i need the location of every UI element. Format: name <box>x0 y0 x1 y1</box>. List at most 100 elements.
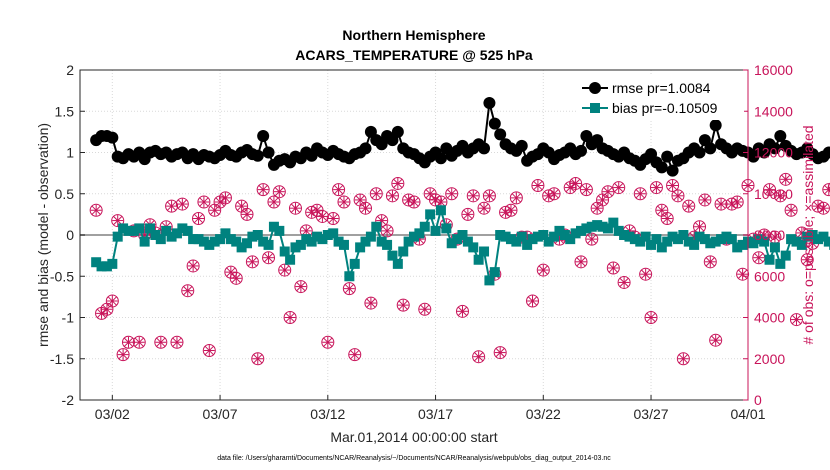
y-tick-label-left: -0.5 <box>50 268 74 284</box>
assimilated-obs-point <box>640 268 652 280</box>
possible-obs-point <box>542 189 556 203</box>
assimilated-obs-point <box>575 256 587 268</box>
bias-point <box>387 250 398 261</box>
possible-obs-point <box>240 207 254 221</box>
assimilated-obs-point <box>198 196 210 208</box>
bias-point <box>128 225 139 236</box>
assimilated-obs-point <box>774 190 786 202</box>
assimilated-obs-point <box>322 336 334 348</box>
assimilated-obs-point <box>769 231 781 243</box>
assimilated-obs-point <box>279 264 291 276</box>
assimilated-obs-point <box>397 299 409 311</box>
possible-obs-point <box>89 203 103 217</box>
bias-series <box>91 205 830 286</box>
possible-obs-point <box>612 181 626 195</box>
bias-point <box>193 234 204 245</box>
assimilated-obs-point <box>462 208 474 220</box>
bias-point <box>769 242 780 253</box>
assimilated-obs-point <box>354 194 366 206</box>
bias-point <box>419 221 430 232</box>
possible-obs-point <box>574 255 588 269</box>
possible-obs-point <box>676 352 690 366</box>
assimilated-obs-point <box>90 204 102 216</box>
bias-point <box>161 225 172 236</box>
assimilated-obs-point <box>241 208 253 220</box>
bias-point <box>258 236 269 247</box>
assimilated-obs-point <box>785 204 797 216</box>
possible-obs-point <box>154 335 168 349</box>
x-tick-label: 03/02 <box>95 406 130 422</box>
possible-obs-point <box>192 212 206 225</box>
rmse-point <box>693 146 706 159</box>
rmse-point <box>655 161 668 174</box>
assimilated-obs-point <box>338 196 350 208</box>
y-tick-label-left: 1 <box>66 145 74 161</box>
bias-point <box>382 239 393 250</box>
bias-point <box>317 234 328 245</box>
bias-point <box>716 234 727 245</box>
bias-point <box>570 228 581 239</box>
bias-point <box>581 223 592 234</box>
bias-point <box>236 242 247 253</box>
possible-obs-point <box>736 267 750 281</box>
bias-point <box>689 239 700 250</box>
bias-point <box>543 236 554 247</box>
assimilated-obs-point <box>737 268 749 280</box>
bias-point <box>365 231 376 242</box>
bias-point <box>813 234 824 245</box>
assimilated-obs-point <box>316 210 328 222</box>
bias-point <box>592 220 603 231</box>
assimilated-obs-point <box>263 252 275 264</box>
assimilated-obs-point <box>273 186 285 198</box>
x-tick-label: 03/27 <box>634 406 669 422</box>
assimilated-obs-point <box>360 202 371 214</box>
rmse-point <box>251 149 264 162</box>
possible-obs-point <box>202 344 216 357</box>
y-tick-label-right: 0 <box>754 392 762 408</box>
possible-obs-point <box>822 183 830 197</box>
assimilated-obs-point <box>230 272 242 284</box>
assimilated-obs-point <box>236 200 248 212</box>
possible-obs-point <box>585 232 599 246</box>
assimilated-obs-point <box>580 184 592 196</box>
assimilated-obs-point <box>656 204 668 216</box>
assimilated-obs-point <box>193 213 204 224</box>
bias-point <box>145 223 156 234</box>
rmse-point <box>106 131 119 144</box>
bias-point <box>392 258 403 269</box>
possible-obs-point <box>509 191 523 205</box>
possible-obs-point <box>337 195 351 209</box>
bias-point <box>285 254 296 265</box>
bias-point <box>705 238 716 249</box>
assimilated-obs-point <box>112 215 124 227</box>
rmse-point <box>704 142 717 155</box>
assimilated-obs-point <box>634 188 646 200</box>
assimilated-obs-point <box>166 200 178 212</box>
assimilated-obs-point <box>683 200 695 212</box>
bias-point <box>473 254 484 265</box>
assimilated-obs-point <box>817 202 829 214</box>
legend: rmse pr=1.0084 bias pr=-0.10509 <box>576 74 744 120</box>
legend-rmse-marker <box>589 82 601 94</box>
bias-point <box>721 231 732 242</box>
bias-point <box>150 230 161 240</box>
bias-point <box>441 223 452 234</box>
possible-obs-point <box>267 195 281 209</box>
possible-obs-point <box>369 187 383 201</box>
possible-obs-point <box>262 251 276 265</box>
possible-obs-point <box>326 212 340 225</box>
y-tick-label-left: -1.5 <box>50 351 74 367</box>
possible-obs-point <box>278 263 292 277</box>
bias-point <box>360 236 371 247</box>
bias-point <box>775 258 786 269</box>
assimilated-obs-point <box>365 297 377 309</box>
bias-point <box>764 254 775 265</box>
bias-point <box>613 225 624 236</box>
possible-obs-point <box>499 205 513 219</box>
y-tick-label-left: 0.5 <box>55 186 75 202</box>
possible-obs-point <box>536 263 550 277</box>
assimilated-obs-point <box>602 186 614 198</box>
y-tick-label-left: -2 <box>62 392 75 408</box>
x-tick-label: 04/01 <box>730 406 765 422</box>
assimilated-obs-point <box>467 190 479 202</box>
